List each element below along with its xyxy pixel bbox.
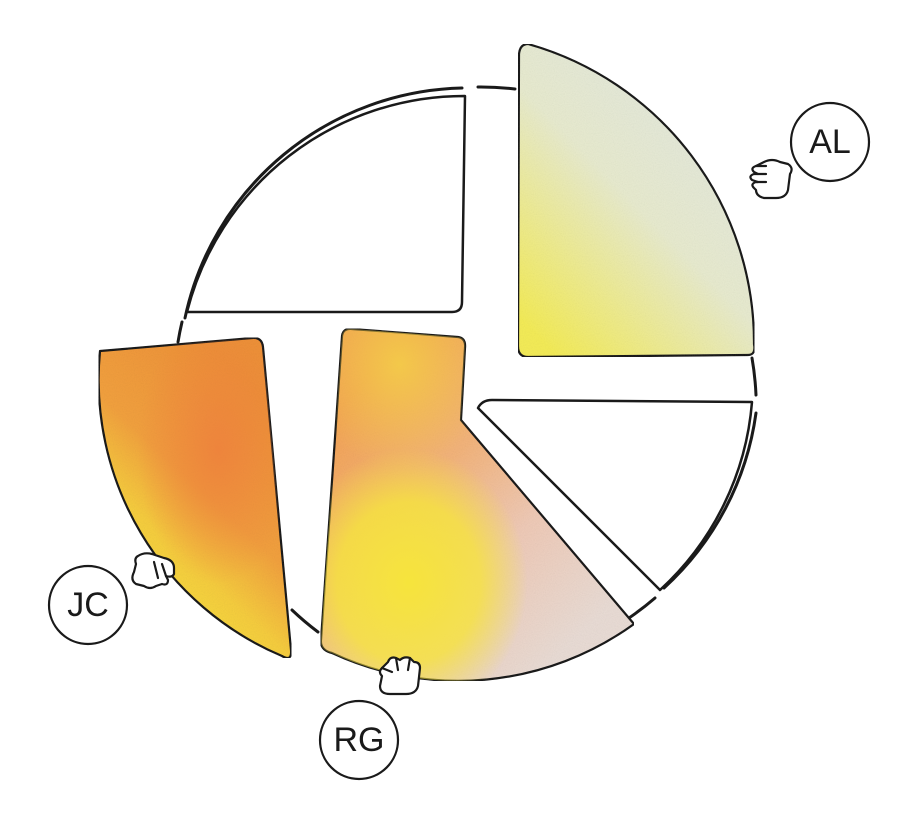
empty-slice-top-left	[185, 94, 467, 314]
badge-al-label: AL	[809, 123, 851, 161]
hand-icon	[749, 158, 793, 200]
empty-slice-lower-right	[476, 398, 754, 592]
hand-icon	[131, 552, 176, 590]
pie-outline	[176, 85, 758, 634]
badge-al: AL	[789, 101, 871, 183]
badge-rg: RG	[318, 699, 400, 781]
badge-jc-label: JC	[67, 586, 109, 624]
slice-al	[516, 42, 756, 359]
badge-jc: JC	[47, 564, 129, 646]
slice-rg	[319, 327, 636, 682]
slice-jc	[97, 336, 293, 660]
hand-icon	[378, 656, 422, 696]
badge-rg-label: RG	[334, 721, 385, 759]
